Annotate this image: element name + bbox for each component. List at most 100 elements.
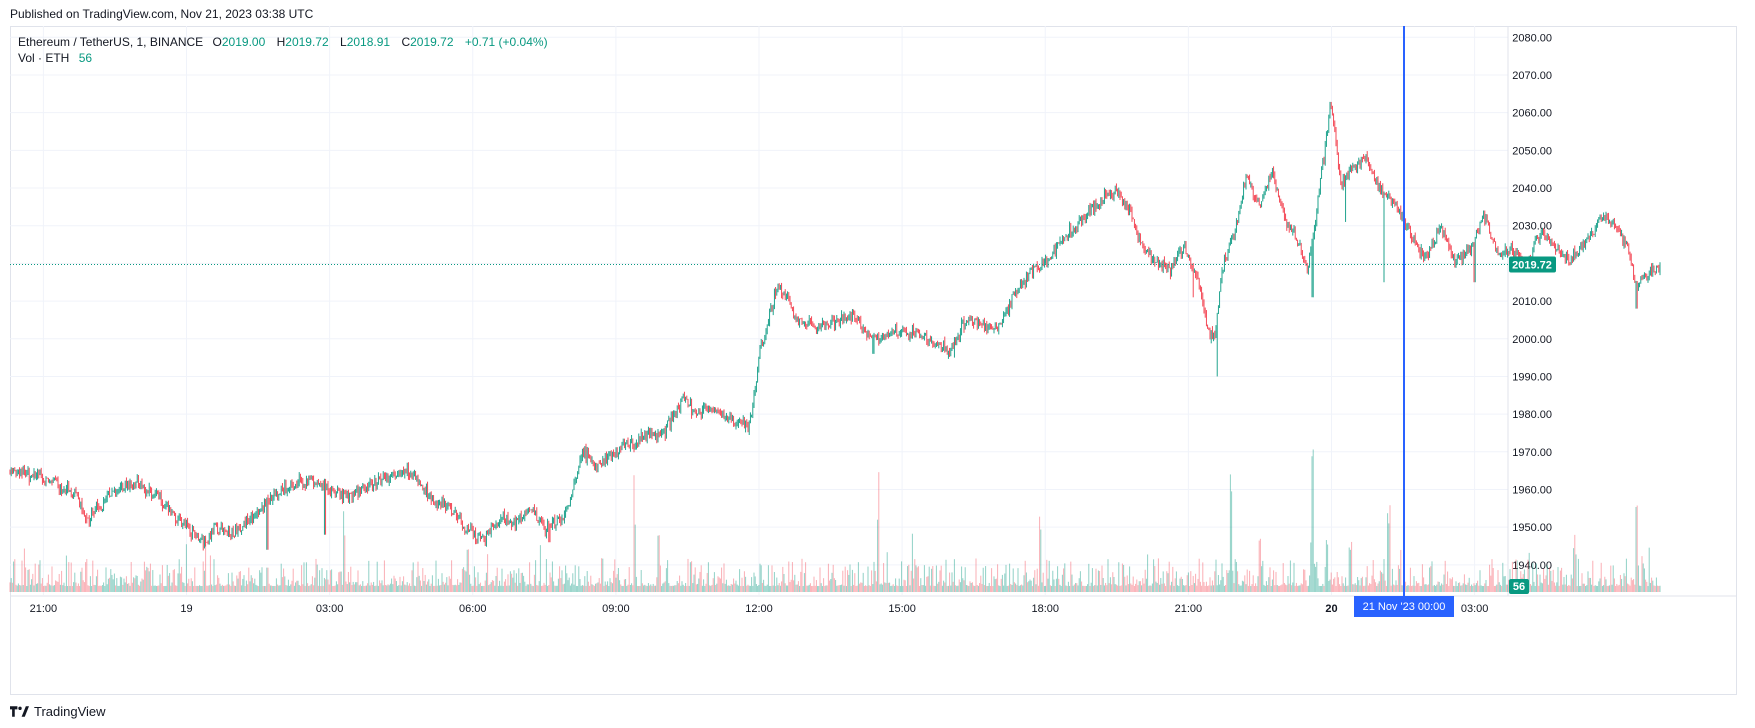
volume-bar	[905, 585, 907, 592]
volume-bar	[1430, 566, 1432, 592]
volume-bar	[277, 584, 279, 592]
volume-bar	[1565, 574, 1567, 592]
volume-bar	[1399, 568, 1401, 592]
volume-bar	[1048, 560, 1050, 592]
volume-bar	[893, 585, 895, 592]
volume-bar	[1231, 491, 1233, 592]
volume-bar	[1339, 584, 1341, 592]
volume-bar	[1397, 565, 1399, 592]
volume-bar	[1357, 577, 1359, 592]
volume-bar	[1028, 581, 1030, 592]
volume-bar	[1469, 585, 1471, 592]
volume-bar	[1130, 583, 1132, 592]
candles	[9, 101, 1661, 551]
volume-bar	[284, 576, 286, 592]
volume-bar	[854, 573, 856, 592]
volume-bar	[1181, 578, 1183, 592]
volume-bar	[185, 544, 187, 592]
volume-bar	[568, 577, 570, 592]
volume-bar	[28, 569, 30, 592]
volume-bar	[1256, 585, 1258, 592]
volume-bar	[1454, 585, 1456, 592]
volume-bar	[601, 558, 603, 592]
volume-bar	[823, 578, 825, 592]
volume-bar	[1327, 544, 1329, 592]
volume-bar	[1295, 582, 1297, 592]
volume-bar	[671, 585, 673, 592]
volume-bar	[211, 584, 213, 592]
volume-bar	[1597, 585, 1599, 592]
volume-bar	[266, 567, 268, 592]
volume-bar	[141, 578, 143, 592]
volume-bar	[1503, 576, 1505, 592]
volume-bar	[598, 578, 600, 592]
volume-bar	[604, 581, 606, 592]
chart-frame[interactable]	[10, 26, 1737, 695]
volume-bar	[227, 573, 229, 592]
volume-bar	[272, 586, 274, 592]
volume-bar	[741, 577, 743, 592]
volume-bar	[820, 583, 822, 592]
low-value: 2018.91	[346, 35, 391, 49]
volume-bar	[1143, 583, 1145, 592]
volume-bar	[575, 585, 577, 592]
volume-bar	[208, 585, 210, 592]
volume-bar	[1654, 585, 1656, 592]
volume-bar	[341, 584, 343, 592]
volume-bar	[139, 585, 141, 592]
volume-bar	[544, 584, 546, 592]
volume-bar	[1352, 584, 1354, 592]
volume-bar	[1639, 585, 1641, 592]
volume-bar	[587, 581, 589, 592]
volume-bar	[374, 585, 376, 592]
volume-bar	[1568, 584, 1570, 592]
volume-bar	[1211, 580, 1213, 592]
volume-bar	[518, 568, 520, 592]
volume-bar	[817, 585, 819, 592]
volume-bar	[532, 585, 534, 592]
volume-bar	[801, 558, 803, 592]
volume-bar	[1131, 584, 1133, 592]
volume-bar	[1615, 585, 1617, 592]
volume-bar	[1401, 585, 1403, 592]
volume-bar	[710, 585, 712, 592]
volume-bar	[807, 585, 809, 592]
volume-bar	[377, 585, 379, 592]
volume-bar	[512, 577, 514, 592]
symbol-label[interactable]: Ethereum / TetherUS, 1, BINANCE	[18, 35, 204, 49]
volume-bar	[269, 585, 271, 592]
volume-bar	[1073, 584, 1075, 592]
volume-bar	[380, 583, 382, 592]
volume-bar	[989, 585, 991, 592]
volume-bar	[1355, 585, 1357, 592]
volume-bar	[536, 585, 538, 592]
volume-bar	[632, 585, 634, 592]
volume-bar	[703, 579, 705, 592]
volume-bar	[747, 584, 749, 592]
volume-bar	[411, 570, 413, 592]
volume-bar	[597, 582, 599, 592]
volume-bar	[577, 585, 579, 592]
volume-bar	[494, 585, 496, 592]
volume-bar	[268, 583, 270, 592]
volume-bar	[1472, 585, 1474, 592]
volume-bar	[718, 577, 720, 592]
volume-bar	[940, 565, 942, 592]
volume-bar	[1070, 561, 1072, 592]
volume-bar	[1063, 568, 1065, 592]
volume-bar	[83, 582, 85, 592]
volume-bar	[257, 585, 259, 592]
volume-bar	[417, 561, 419, 592]
volume-bar	[74, 572, 76, 592]
volume-bar	[1046, 559, 1048, 592]
volume-bar	[218, 577, 220, 592]
volume-bar	[1305, 580, 1307, 592]
volume-bar	[317, 585, 319, 592]
volume-bar	[887, 582, 889, 592]
volume-bar	[697, 583, 699, 592]
volume-label[interactable]: Vol · ETH	[18, 51, 70, 65]
volume-bar	[956, 585, 958, 592]
tradingview-brand[interactable]: TradingView	[10, 704, 106, 719]
volume-bar	[923, 565, 925, 592]
